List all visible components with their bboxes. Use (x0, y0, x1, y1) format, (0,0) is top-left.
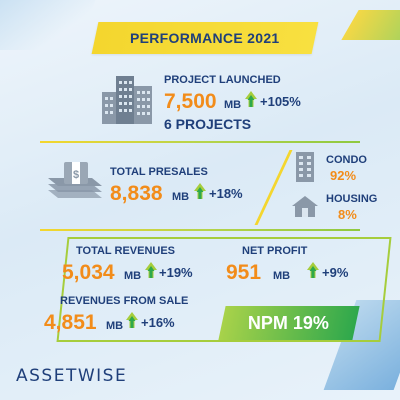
condo-value: 92% (330, 168, 357, 183)
background-shape (0, 0, 103, 50)
revenues-from-sale-unit: MB (106, 320, 124, 332)
growth-arrow-icon (307, 262, 319, 278)
project-count: 6 PROJECTS (164, 116, 252, 132)
section-separator (254, 150, 293, 225)
section-divider (40, 229, 360, 231)
project-launched-unit: MB (224, 99, 242, 111)
page-title: PERFORMANCE 2021 (130, 30, 280, 46)
npm-value: NPM 19% (248, 312, 330, 333)
net-profit-growth: +9% (322, 265, 349, 280)
condo-building-icon (296, 152, 314, 182)
presales-growth: +18% (209, 186, 243, 201)
condo-label: CONDO (326, 154, 367, 166)
presales-value: 8,838 (110, 182, 163, 205)
total-revenues-unit: MB (124, 270, 142, 282)
house-icon (292, 196, 318, 217)
total-revenues-label: TOTAL REVENUES (76, 245, 176, 257)
housing-label: HOUSING (326, 193, 378, 205)
total-revenues-growth: +19% (159, 265, 193, 280)
npm-badge: NPM 19% (218, 306, 360, 340)
net-profit-unit: MB (273, 270, 291, 282)
money-stack-icon: $ (48, 162, 102, 198)
revenues-from-sale-label: REVENUES FROM SALE (60, 295, 189, 307)
project-launched-label: PROJECT LAUNCHED (164, 74, 281, 86)
growth-arrow-icon (245, 91, 257, 107)
growth-arrow-icon (194, 183, 206, 199)
total-revenues-value: 5,034 (62, 261, 115, 284)
net-profit-label: NET PROFIT (242, 245, 308, 257)
title-banner: PERFORMANCE 2021 (91, 22, 319, 54)
project-launched-value: 7,500 (164, 90, 217, 113)
revenues-from-sale-value: 4,851 (44, 311, 97, 334)
brand-logo: ASSETWISE (16, 366, 128, 386)
revenues-from-sale-growth: +16% (141, 315, 175, 330)
project-launched-growth: +105% (260, 94, 301, 109)
background-shape (341, 10, 400, 40)
buildings-icon (102, 76, 152, 124)
housing-value: 8% (338, 207, 357, 222)
net-profit-value: 951 (226, 261, 262, 284)
section-divider (40, 141, 360, 143)
presales-label: TOTAL PRESALES (110, 166, 208, 178)
growth-arrow-icon (126, 312, 138, 328)
svg-text:$: $ (73, 169, 79, 181)
growth-arrow-icon (145, 262, 157, 278)
presales-unit: MB (172, 191, 190, 203)
